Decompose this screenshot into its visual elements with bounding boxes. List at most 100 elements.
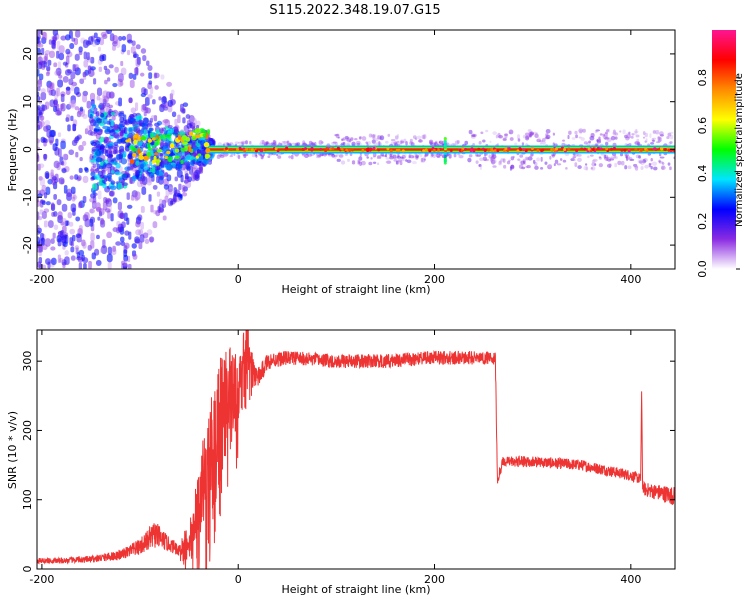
spectrogram-cell [626,133,631,139]
spectrogram-cell [572,156,576,159]
spectrogram-cell [582,128,586,133]
spectrogram-cell [389,156,394,160]
spectrogram-cell [661,162,665,165]
spectrogram-cell [522,158,526,164]
spectrogram-cell [654,148,658,152]
spectrogram-cell [642,159,646,164]
spectrogram-cell [475,160,479,164]
spectrogram-cell [381,154,387,157]
spectrogram-cell [102,239,106,249]
spectrogram-cell [527,129,532,132]
spectrogram-cell [82,71,87,78]
spectrogram-cell [188,115,195,123]
spectrogram-cell [585,163,588,166]
spectrogram-cell [68,101,73,109]
spectrogram-cell [81,239,86,247]
spectrogram-cell [112,45,116,51]
spectrogram-cell [598,157,603,160]
spectrogram-cell [49,82,54,90]
spectrogram-cell [261,155,265,158]
spectrogram-cell [492,165,497,168]
spectrogram-cell [68,30,73,39]
spectrogram-cell [71,99,77,108]
spectrogram-cell [393,158,398,162]
spectrogram-cell [516,149,520,153]
spectrogram-cell [372,161,377,164]
spectrogram-cell [89,208,94,214]
spectrogram-cell [77,175,82,181]
spectrogram-cell [603,154,607,159]
spectrogram-cell [577,157,582,163]
spectrogram-cell [76,234,82,243]
spectrogram-cell [44,53,48,61]
spectrogram-cell [642,136,646,139]
spectrogram-cell [140,173,145,179]
spectrogram-cell [130,165,135,170]
snr-plot-area [37,330,675,569]
spectrogram-cell [573,158,577,162]
spectrogram-cell [554,159,559,164]
spectrogram-cell [562,139,565,142]
spectrogram-cell [103,139,108,144]
spectrogram-cell [104,137,109,142]
spectrogram-cell [38,176,43,181]
spectrogram-cell [371,139,376,144]
spectrogram-cell [45,201,51,206]
spectrogram-cell [56,40,61,50]
spectrogram-cell [50,246,56,251]
spectrogram-cell [98,182,105,187]
spectrogram-cell [518,148,522,152]
spectrogram-cell [344,135,349,140]
spectrogram-cell [148,146,152,151]
spectrogram-cell [39,177,45,187]
spectrogram-cell [637,159,641,164]
spectrogram-cell [624,134,628,139]
spectrogram-cell [93,128,100,132]
figure-title: S115.2022.348.19.07.G15 [269,3,440,18]
spectrogram-cell [82,214,89,222]
spectrogram-cell [195,173,199,180]
spectrogram-cell [638,160,643,164]
spectrogram-cell [107,204,112,213]
spectrogram-cell [187,144,192,148]
spectrogram-cell [259,153,263,156]
spectrogram-cell [62,76,69,83]
spectrogram-cell [52,143,58,152]
spectrogram-cell [603,133,606,137]
spectrogram-cell [135,161,140,166]
spectrogram-cell [379,135,385,141]
spectrogram-cell [75,151,79,158]
spectrogram-cell [96,36,101,43]
spectrogram-cell [90,171,96,177]
spectrogram-cell [83,59,89,68]
spectrogram-cell [143,111,147,117]
spectrogram-cell [340,147,344,151]
spectrogram-cell [103,197,108,203]
spectrogram-cell [53,193,57,200]
spectrogram-cell [147,94,153,99]
spectrogram-cell [163,184,169,190]
spectrogram-cell [559,158,563,161]
spectrogram-cell [50,169,54,177]
spectrogram-cell [605,140,609,143]
spectrogram-cell [68,149,75,156]
spectrogram-cell [158,207,165,214]
spectrogram-cell [610,135,616,141]
spectrogram-cell [536,138,541,143]
spectrogram-cell [318,140,323,145]
spectrogram-cell [133,125,141,133]
spectrogram-cell [472,133,477,137]
spectrogram-cell [358,136,362,140]
spectrogram-cell [70,71,76,80]
spectrogram-cell [96,119,102,124]
spectrogram-cell [590,166,596,171]
spectrogram-cell [178,130,186,136]
spectrogram-cell [370,157,373,160]
spectrogram-cell [50,203,56,211]
spectrogram-cell [669,134,674,140]
spectrogram-cell [234,141,240,145]
spectrogram-cell [192,165,198,170]
spectrogram-cell [146,177,152,186]
spectrogram-cell [37,115,40,124]
